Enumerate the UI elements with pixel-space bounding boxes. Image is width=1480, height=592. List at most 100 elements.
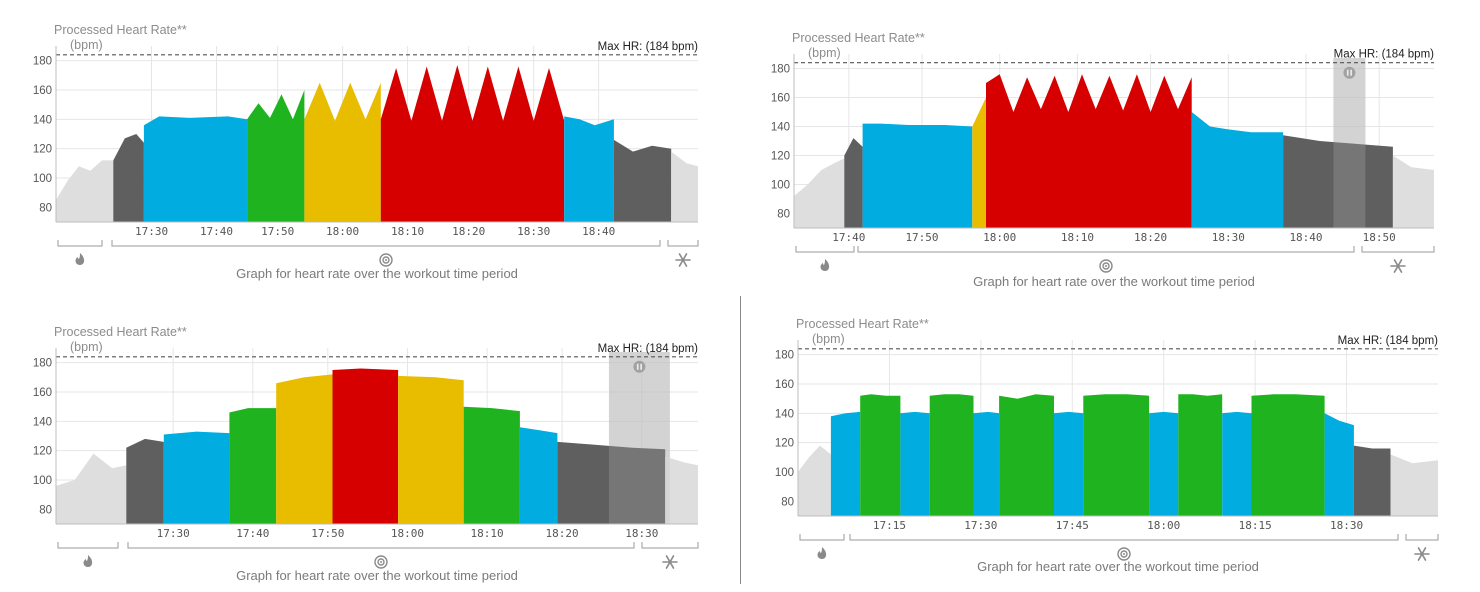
snowflake-icon — [662, 555, 678, 569]
x-tick-label: 18:10 — [471, 527, 504, 540]
x-tick-label: 17:45 — [1056, 519, 1089, 532]
x-tick-label: 18:00 — [326, 225, 359, 238]
x-tick-label: 18:20 — [546, 527, 579, 540]
hr-zone-segment-blue — [1222, 411, 1252, 516]
x-tick-label: 17:40 — [832, 231, 865, 244]
x-tick-label: 18:30 — [517, 225, 550, 238]
y-axis-unit-label: (bpm) — [812, 332, 845, 346]
chart-title: Processed Heart Rate** — [796, 317, 929, 331]
x-tick-label: 18:40 — [582, 225, 615, 238]
max-hr-label: Max HR: (184 bpm) — [1338, 335, 1439, 347]
cooldown-bracket — [667, 240, 699, 247]
x-tick-label: 18:30 — [1330, 519, 1363, 532]
y-tick-label: 80 — [39, 202, 52, 214]
y-tick-label: 140 — [33, 114, 52, 126]
y-tick-label: 100 — [33, 475, 52, 487]
x-tick-label: 17:40 — [236, 527, 269, 540]
y-tick-label: 120 — [775, 438, 794, 450]
hr-zone-segment-green — [929, 394, 974, 516]
target-icon-dot — [385, 259, 387, 261]
y-tick-label: 100 — [771, 180, 790, 192]
y-tick-label: 180 — [771, 64, 790, 76]
workout-bracket — [849, 534, 1399, 541]
hr-zone-segment-warmup — [798, 445, 831, 516]
y-tick-label: 120 — [33, 144, 52, 156]
hr-zone-segment-green — [463, 406, 520, 524]
pause-band-overlay — [608, 352, 670, 524]
x-tick-label: 18:10 — [1061, 231, 1094, 244]
cooldown-bracket — [1361, 246, 1435, 253]
hr-zone-segment-blue — [163, 431, 230, 524]
snowflake-icon — [675, 253, 691, 267]
warmup-bracket — [57, 542, 119, 549]
warmup-bracket — [57, 240, 103, 247]
target-icon — [374, 555, 388, 569]
chart-caption: Graph for heart rate over the workout ti… — [977, 559, 1259, 574]
flame-icon — [820, 259, 830, 271]
snowflake-icon-arm — [678, 253, 688, 267]
hr-zone-segment-blue — [973, 411, 1000, 516]
x-tick-label: 18:30 — [625, 527, 658, 540]
y-tick-label: 180 — [775, 350, 794, 362]
hr-zone-segment-dark — [557, 441, 666, 524]
hr-zone-segment-green — [1251, 394, 1325, 516]
y-tick-label: 160 — [771, 93, 790, 105]
x-tick-label: 17:50 — [261, 225, 294, 238]
x-tick-label: 17:50 — [311, 527, 344, 540]
pause-icon-bar — [1346, 69, 1349, 76]
y-tick-label: 140 — [775, 408, 794, 420]
hr-zone-segment-blue — [862, 123, 973, 228]
snowflake-icon-arm — [1393, 259, 1403, 273]
target-icon — [1117, 547, 1131, 561]
y-tick-label: 160 — [775, 379, 794, 391]
target-icon-ring — [1102, 262, 1110, 270]
target-icon-ring — [1120, 550, 1128, 558]
y-axis-unit-label: (bpm) — [70, 340, 103, 354]
panel-divider — [740, 296, 741, 584]
hr-zone-segment-blue — [900, 411, 930, 516]
y-tick-label: 180 — [33, 56, 52, 68]
flame-icon — [83, 555, 93, 567]
workout-bracket — [857, 246, 1355, 253]
x-tick-label: 17:50 — [905, 231, 938, 244]
target-icon-dot — [1123, 553, 1125, 555]
x-tick-label: 18:00 — [391, 527, 424, 540]
x-tick-label: 18:20 — [1134, 231, 1167, 244]
pause-icon-bar — [636, 363, 639, 370]
x-tick-label: 18:40 — [1289, 231, 1322, 244]
hr-zone-segment-dark — [113, 134, 144, 222]
x-tick-label: 17:30 — [157, 527, 190, 540]
chart-title: Processed Heart Rate** — [54, 23, 187, 37]
y-tick-label: 120 — [771, 151, 790, 163]
hr-chart-2: Processed Heart Rate**(bpm) Max HR: (184 … — [771, 31, 1435, 273]
hr-zone-segment-dark — [613, 139, 672, 222]
target-icon-ring — [379, 253, 393, 267]
max-hr-label: Max HR: (184 bpm) — [1334, 49, 1435, 61]
x-tick-label: 18:00 — [983, 231, 1016, 244]
y-axis-unit-label: (bpm) — [70, 38, 103, 52]
hr-zone-segment-dark — [844, 138, 863, 228]
target-icon-ring — [377, 558, 385, 566]
x-tick-label: 17:30 — [964, 519, 997, 532]
target-icon-ring — [374, 555, 388, 569]
y-tick-label: 80 — [39, 504, 52, 516]
hr-chart-4: Processed Heart Rate**(bpm) Max HR: (184 … — [775, 317, 1439, 561]
hr-zone-segment-dark — [1353, 445, 1391, 516]
warmup-bracket — [795, 246, 855, 253]
x-tick-label: 18:10 — [391, 225, 424, 238]
target-icon-ring — [1099, 259, 1113, 273]
target-icon-dot — [1105, 265, 1107, 267]
hr-zone-segment-green — [229, 408, 277, 524]
pause-icon — [1343, 66, 1356, 79]
max-hr-label: Max HR: (184 bpm) — [598, 343, 699, 355]
hr-zone-segment-cooldown — [671, 151, 698, 222]
chart-caption: Graph for heart rate over the workout ti… — [236, 568, 518, 583]
cooldown-bracket — [641, 542, 699, 549]
snowflake-icon-arm — [665, 555, 675, 569]
hr-zone-segment-blue — [564, 116, 614, 222]
y-tick-label: 140 — [771, 122, 790, 134]
hr-zone-segment-yellow — [398, 375, 464, 524]
chart-title: Processed Heart Rate** — [792, 31, 925, 45]
x-tick-label: 18:20 — [452, 225, 485, 238]
workout-bracket — [111, 240, 661, 247]
